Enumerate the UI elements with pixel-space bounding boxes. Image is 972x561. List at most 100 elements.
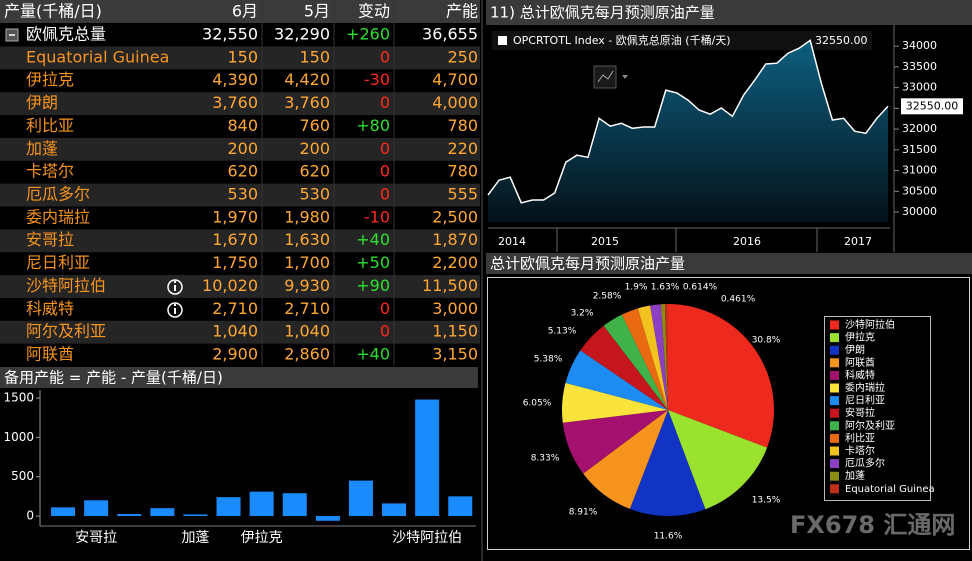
legend-label: Equatorial Guinea [845,484,935,495]
bar [315,516,340,521]
y-tick-label: 1500 [3,391,34,405]
y-tick-label: 33500 [902,60,937,73]
row-cell: 200 [299,139,330,158]
row-name: 利比亚 [26,116,74,135]
row-name: 尼日利亚 [26,253,90,272]
row-cell: 1,670 [212,230,258,249]
y-tick-label: 30000 [902,205,937,218]
pie-legend-frame [824,316,931,501]
row-cell: 1,870 [432,230,478,249]
panel-header-bg [0,367,478,388]
row-name: Equatorial Guinea [26,47,169,66]
info-icon[interactable] [167,279,183,295]
slice-label: 8.91% [569,508,598,518]
y-tick-label: 1000 [3,430,34,444]
legend-label: 尼日利亚 [845,395,885,407]
row-name: 沙特阿拉伯 [26,276,106,295]
row-name: 欧佩克总量 [26,25,106,44]
slice-label: 3.2% [571,309,594,319]
legend-swatch [830,408,839,418]
row-cell: 2,710 [212,299,258,318]
pie-slice [650,304,668,410]
panel-header-bg [486,0,972,25]
row-cell: 4,700 [432,70,478,89]
legend-label: 伊拉克 [845,331,875,344]
slice-label: 8.33% [531,454,560,464]
bar [216,497,241,517]
row-cell: 1,970 [212,207,258,226]
row-cell: 0 [380,299,390,318]
row-cell: +90 [356,276,390,295]
legend-label: 科威特 [845,368,875,381]
row-cell: -30 [364,70,390,89]
row-cell: +40 [356,230,390,249]
row-cell: 0 [380,162,390,181]
legend-swatch [830,370,839,380]
row-stripe [0,92,480,116]
pie-slice [668,304,775,448]
row-cell: 1,040 [284,322,330,341]
pie-slice [580,325,668,410]
slice-label: 1.63% [651,283,680,293]
legend-label: 沙特阿拉伯 [845,318,895,331]
legend-swatch [830,446,839,456]
y-tick-label: 30500 [902,184,937,197]
row-cell: 3,000 [432,299,478,318]
legend-swatch [830,396,839,406]
bar [348,480,373,517]
table-header-bg [0,0,480,23]
legend-label: OPCRTOTL Index - 欧佩克总原油 (千桶/天) [513,33,731,47]
legend-label: 伊朗 [845,344,865,356]
bar [183,514,208,517]
line-legend-bg [492,31,872,50]
table-header-cell: 5月 [304,2,330,21]
row-cell: 3,760 [284,93,330,112]
pie-slice [664,303,668,410]
legend-swatch [830,421,839,431]
panel-title: 总计欧佩克每月预测原油产量 [490,255,685,273]
info-icon[interactable] [167,302,183,318]
table-header-cell: 6月 [232,2,258,21]
dropdown-arrow[interactable] [622,75,628,79]
row-cell: 840 [227,116,258,135]
y-tick-label: 0 [26,509,34,523]
row-cell: 0 [380,322,390,341]
x-tick-label: 2015 [591,235,619,248]
row-name: 科威特 [26,299,74,318]
bar [415,399,440,517]
slice-label: 13.5% [752,496,781,506]
row-cell: 220 [447,139,478,158]
row-cell: 620 [299,162,330,181]
x-tick-label: 安哥拉 [75,530,117,546]
slice-label: 30.8% [752,336,781,346]
row-cell: 530 [299,185,330,204]
pie-slice [637,305,668,410]
slice-label: 5.13% [548,327,577,337]
row-cell: 780 [447,116,478,135]
row-name: 委内瑞拉 [26,207,90,226]
x-tick-label: 2017 [844,235,872,248]
row-cell: 2,860 [284,345,330,364]
row-cell: 2,710 [284,299,330,318]
last-value-tag [901,98,963,115]
row-cell: 0 [380,139,390,158]
row-cell: 150 [227,47,258,66]
legend-swatch [830,433,839,443]
legend-swatch [498,36,507,45]
legend-swatch [830,471,839,481]
row-cell: +260 [346,25,390,44]
pie-slice [629,410,706,517]
line [487,39,889,204]
row-cell: 620 [227,162,258,181]
row-cell: 1,040 [212,322,258,341]
area [488,40,888,223]
row-cell: 32,290 [274,25,330,44]
row-cell: +80 [356,116,390,135]
bar [249,491,274,517]
x-tick-label: 加蓬 [181,530,209,546]
table-header-cell: 变动 [358,2,390,21]
row-cell: 760 [299,116,330,135]
row-cell: 1,980 [284,207,330,226]
